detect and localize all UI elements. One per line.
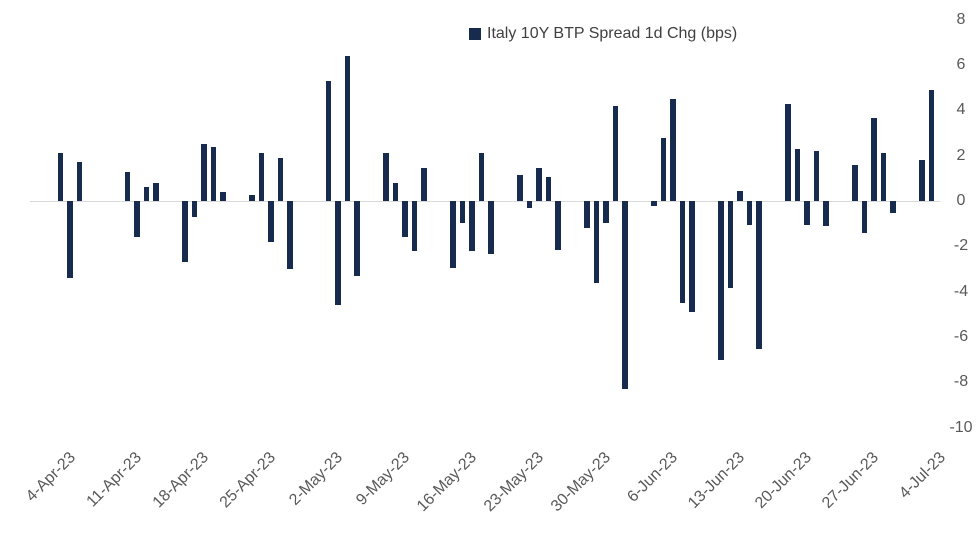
bar	[689, 201, 695, 313]
y-axis-tick-label: 6	[956, 55, 966, 73]
bar	[411, 201, 418, 251]
bar	[785, 103, 791, 201]
bar	[517, 174, 523, 201]
bar	[450, 201, 456, 268]
legend-label: Italy 10Y BTP Spread 1d Chg (bps)	[487, 25, 738, 42]
y-axis-tick-label: 0	[956, 192, 966, 209]
bar	[488, 201, 494, 255]
y-axis-tick-label: 8	[956, 10, 966, 28]
bar	[325, 80, 332, 201]
bar	[871, 118, 877, 201]
bar	[287, 201, 293, 269]
bar	[383, 153, 389, 201]
bar	[402, 201, 408, 238]
bar	[344, 55, 351, 201]
bar	[555, 201, 561, 250]
y-axis-tick-label: -4	[953, 282, 969, 300]
bar	[143, 187, 150, 201]
bar	[813, 151, 820, 201]
bar	[536, 168, 542, 201]
bar	[392, 182, 399, 201]
bar	[268, 201, 274, 242]
bar	[182, 201, 188, 263]
bar	[852, 164, 858, 201]
legend: Italy 10Y BTP Spread 1d Chg (bps)	[469, 25, 737, 43]
bar	[794, 148, 801, 201]
bar	[612, 105, 619, 201]
bar	[134, 201, 140, 238]
bar	[277, 157, 284, 201]
bar	[67, 201, 73, 279]
bar	[210, 146, 217, 201]
bar	[201, 144, 207, 201]
bar	[660, 137, 667, 201]
bar	[727, 201, 734, 289]
bar	[57, 153, 64, 201]
y-axis-tick-label: -10	[949, 418, 973, 436]
bar	[823, 201, 829, 226]
bar	[76, 162, 83, 201]
bar	[153, 182, 159, 201]
bar	[651, 201, 657, 206]
y-axis-tick-label: -8	[953, 373, 969, 391]
y-axis-tick-label: -6	[953, 328, 969, 346]
bar	[746, 201, 753, 225]
bar	[670, 98, 676, 201]
bar	[928, 89, 935, 201]
bar	[756, 201, 762, 350]
legend-swatch-icon	[469, 28, 481, 40]
bar	[249, 195, 255, 201]
bar	[679, 201, 686, 303]
y-axis-tick-label: 2	[956, 146, 966, 164]
bar	[459, 201, 466, 223]
bar	[526, 201, 533, 208]
bar	[890, 201, 896, 214]
bar	[622, 201, 628, 390]
y-axis-tick-label: -2	[953, 237, 969, 255]
bar	[804, 201, 810, 225]
bar	[469, 201, 475, 251]
bar	[220, 191, 226, 201]
bar	[124, 171, 131, 201]
bar	[861, 201, 868, 233]
y-axis-tick-label: 4	[956, 101, 966, 119]
bar	[919, 160, 925, 201]
bar	[737, 190, 743, 201]
bar	[718, 201, 724, 360]
x-axis-line	[30, 201, 940, 202]
bar	[354, 201, 360, 276]
bar	[584, 201, 590, 229]
bar	[478, 153, 485, 201]
bar	[421, 168, 427, 201]
bar	[603, 201, 609, 223]
bar	[258, 153, 265, 201]
bar	[593, 201, 600, 283]
bar	[335, 201, 341, 306]
bar	[545, 177, 552, 201]
bar	[880, 153, 887, 201]
bar	[191, 201, 198, 217]
